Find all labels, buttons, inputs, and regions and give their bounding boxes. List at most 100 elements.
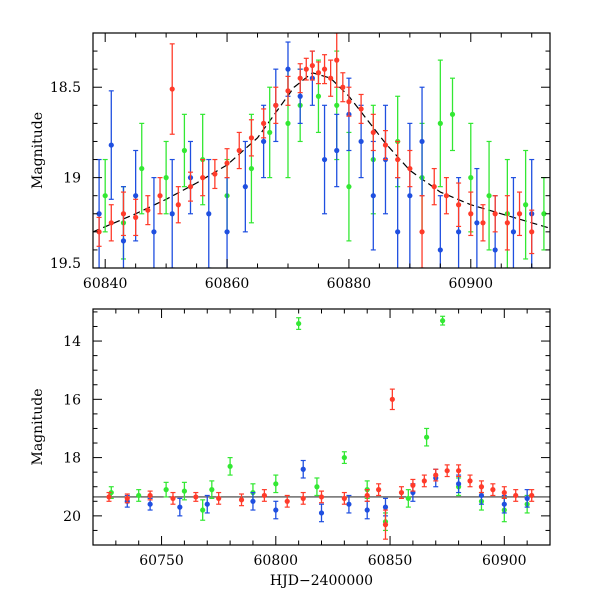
- red-data-point: [419, 229, 425, 235]
- blue-data-point: [407, 193, 413, 199]
- model-curve: [93, 72, 550, 233]
- red-data-point: [407, 165, 413, 172]
- x-tick-label: 60850: [368, 553, 413, 569]
- red-data-point: [261, 120, 267, 126]
- green-data-point: [267, 129, 273, 136]
- x-tick-label: 60840: [83, 276, 128, 292]
- red-data-point: [398, 489, 405, 496]
- red-data-point: [300, 495, 306, 501]
- y-tick-label: 18: [63, 451, 81, 467]
- blue-data-point: [318, 510, 325, 516]
- green-data-point: [209, 487, 215, 493]
- x-axis-label: HJD−2400000: [270, 573, 373, 589]
- green-data-point: [437, 120, 443, 126]
- red-data-point: [443, 193, 450, 199]
- x-tick-label: 60900: [449, 276, 494, 292]
- blue-data-point: [437, 247, 443, 253]
- red-data-point: [309, 62, 315, 69]
- blue-data-point: [224, 229, 230, 235]
- red-data-point: [108, 220, 114, 226]
- blue-data-point: [492, 247, 498, 253]
- red-data-point: [224, 160, 230, 166]
- red-data-point: [376, 487, 382, 493]
- red-data-point: [273, 102, 279, 108]
- red-data-point: [478, 484, 485, 490]
- red-data-point: [284, 498, 290, 504]
- green-data-point: [181, 488, 187, 494]
- plot-area: [93, 33, 550, 268]
- red-data-point: [145, 207, 151, 213]
- blue-data-point: [177, 504, 183, 510]
- red-data-point: [456, 202, 462, 208]
- red-data-point: [382, 522, 389, 528]
- y-tick-label: 14: [63, 334, 81, 350]
- y-axis-label: Magnitude: [30, 388, 46, 465]
- green-data-point: [334, 102, 340, 108]
- blue-data-point: [133, 193, 139, 199]
- bottom-panel: 60750 60800 60850 60900 14 16 18 20 Magnitude HJD…: [30, 308, 551, 589]
- blue-data-point: [204, 501, 210, 507]
- green-data-point: [424, 434, 430, 440]
- red-data-point: [285, 88, 291, 94]
- y-tick-label: 18.5: [50, 80, 81, 96]
- blue-data-point: [147, 501, 153, 507]
- green-data-point: [314, 484, 320, 490]
- red-data-point: [216, 495, 222, 501]
- red-data-point: [175, 202, 181, 208]
- blue-data-point: [273, 507, 279, 513]
- red-data-point: [193, 494, 199, 500]
- blue-data-point: [524, 495, 530, 501]
- blue-data-point: [261, 138, 267, 145]
- red-data-point: [261, 492, 267, 499]
- blue-data-point: [108, 142, 114, 148]
- blue-data-point: [206, 211, 212, 217]
- green-data-point: [405, 495, 411, 501]
- green-data-point: [227, 463, 233, 469]
- x-tick-label: 60750: [139, 553, 184, 569]
- red-data-point: [133, 214, 139, 220]
- y-tick-label: 16: [63, 392, 81, 408]
- red-data-point: [170, 495, 176, 501]
- red-data-point: [157, 193, 163, 199]
- blue-data-point: [334, 147, 340, 154]
- blue-data-point: [364, 507, 370, 513]
- red-data-point: [389, 396, 395, 402]
- blue-data-point: [419, 138, 425, 145]
- red-data-point: [504, 220, 510, 226]
- green-data-point: [248, 165, 255, 172]
- red-data-point: [106, 494, 112, 500]
- red-data-point: [315, 70, 322, 76]
- blue-data-point: [358, 138, 364, 145]
- blue-data-point: [456, 481, 462, 487]
- red-data-point: [236, 147, 242, 154]
- red-data-point: [318, 494, 325, 500]
- green-data-point: [341, 454, 347, 461]
- red-data-point: [395, 156, 401, 163]
- y-tick-label: 20: [63, 509, 81, 525]
- x-tick-label: 60900: [482, 553, 527, 569]
- red-data-point: [431, 184, 437, 190]
- blue-data-point: [395, 229, 401, 235]
- blue-data-point: [96, 211, 102, 217]
- red-data-point: [120, 211, 127, 217]
- green-data-point: [163, 175, 169, 181]
- red-data-point: [187, 184, 194, 190]
- blue-data-point: [370, 193, 376, 199]
- green-data-point: [102, 193, 108, 199]
- green-data-point: [449, 111, 456, 117]
- red-data-point: [248, 135, 255, 141]
- green-data-point: [136, 492, 142, 499]
- red-data-point: [340, 84, 346, 90]
- blue-data-point: [169, 211, 175, 217]
- red-data-point: [96, 229, 102, 235]
- green-data-point: [273, 481, 279, 487]
- red-data-point: [358, 106, 364, 112]
- blue-data-point: [501, 501, 507, 507]
- plot-area: [93, 315, 550, 540]
- red-data-point: [467, 478, 473, 484]
- top-panel: 60840 60860 60880 60900 18.5 19 19.5 Magnitude: [30, 32, 551, 292]
- red-data-point: [328, 75, 334, 81]
- blue-data-point: [321, 156, 328, 163]
- blue-data-point: [285, 66, 291, 72]
